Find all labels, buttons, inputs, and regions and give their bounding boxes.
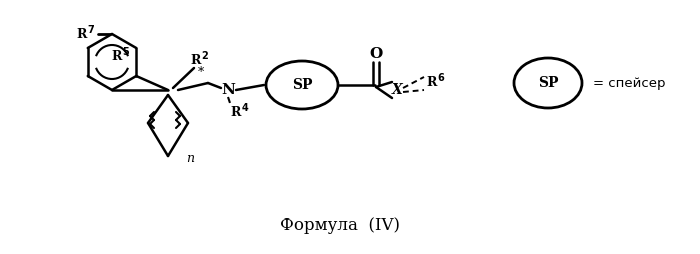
Text: n: n	[186, 152, 194, 166]
Text: Формула  (IV): Формула (IV)	[280, 216, 400, 233]
Text: R: R	[191, 54, 201, 67]
Text: SP: SP	[292, 78, 312, 92]
Text: 4: 4	[241, 103, 248, 113]
Text: R: R	[231, 105, 241, 119]
Text: 2: 2	[202, 51, 209, 61]
Text: R: R	[77, 27, 88, 40]
Text: 7: 7	[88, 25, 94, 35]
Text: 5: 5	[122, 47, 129, 57]
Text: = спейсер: = спейсер	[593, 76, 666, 89]
Text: R: R	[427, 75, 438, 88]
Text: O: O	[370, 47, 383, 61]
Text: R: R	[111, 50, 121, 62]
Text: SP: SP	[538, 76, 559, 90]
Text: X: X	[391, 83, 402, 97]
Text: 6: 6	[438, 73, 444, 83]
Text: N: N	[221, 83, 235, 97]
Text: *: *	[198, 66, 204, 78]
